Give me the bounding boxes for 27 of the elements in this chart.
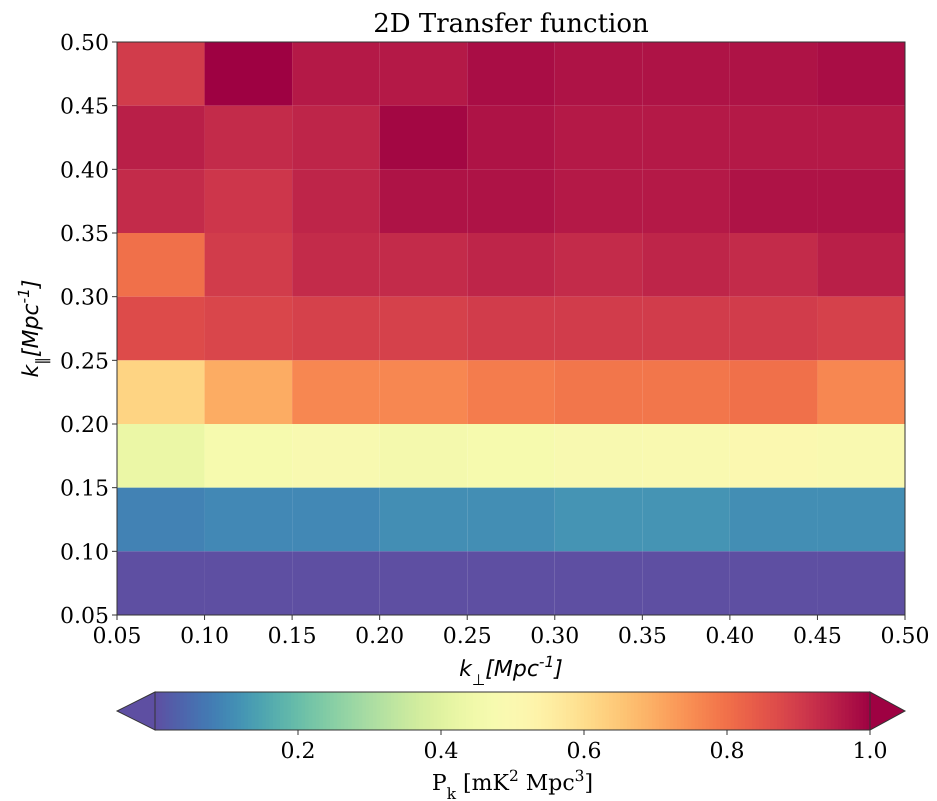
y-tick-label: 0.20 bbox=[60, 413, 109, 438]
chart-title: 2D Transfer function bbox=[373, 9, 650, 39]
color-bar-label: 0.8 bbox=[710, 739, 744, 764]
x-tick-label: 0.20 bbox=[355, 624, 404, 649]
x-tick-label: 0.10 bbox=[180, 624, 230, 649]
x-tick-label: 0.05 bbox=[92, 624, 142, 649]
x-tick-label: 0.40 bbox=[705, 624, 754, 649]
color-bar-label: 0.4 bbox=[424, 739, 458, 764]
y-tick-label: 0.15 bbox=[60, 476, 109, 502]
x-tick-label: 0.50 bbox=[880, 624, 930, 649]
x-tick-label: 0.30 bbox=[530, 624, 580, 649]
y-tick-label: 0.10 bbox=[60, 540, 109, 566]
y-tick-label: 0.25 bbox=[60, 349, 109, 374]
x-tick-label: 0.35 bbox=[618, 624, 667, 649]
y-tick-label: 0.35 bbox=[60, 222, 109, 247]
x-tick-label: 0.15 bbox=[268, 624, 317, 649]
y-tick-label: 0.30 bbox=[60, 286, 109, 311]
y-tick-label: 0.40 bbox=[60, 158, 109, 184]
color-bar-label: 0.6 bbox=[566, 739, 602, 764]
color-bar-title: P$_{k}$ [mK$^{2}$ Mpc$^{3}$] bbox=[432, 767, 594, 801]
y-tick-label: 0.45 bbox=[60, 94, 109, 120]
color-bar-label: 1.0 bbox=[852, 739, 888, 764]
y-tick-label: 0.50 bbox=[60, 31, 109, 56]
x-tick-label: 0.45 bbox=[792, 624, 842, 649]
x-tick-label: 0.25 bbox=[442, 624, 492, 649]
color-bar-label: 0.2 bbox=[280, 739, 316, 764]
x-axis-title: k$_{⊥}$[Mpc$^{-1}$] bbox=[459, 653, 563, 689]
